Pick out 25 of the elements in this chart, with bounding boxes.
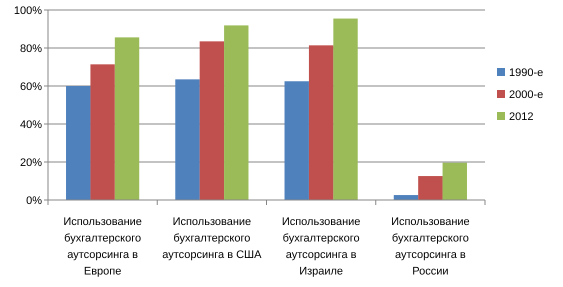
bar bbox=[175, 79, 200, 200]
bar bbox=[200, 41, 224, 200]
bar bbox=[333, 18, 358, 200]
y-tick-label: 100% bbox=[14, 5, 42, 17]
bar bbox=[394, 195, 418, 200]
bar bbox=[90, 64, 115, 200]
legend-label: 2012 bbox=[509, 111, 534, 123]
x-tick-label: Использование бухгалтерского аутсорсинга в США bbox=[162, 216, 262, 261]
legend-label: 2000-е bbox=[509, 89, 544, 101]
legend-label: 1990-е bbox=[509, 67, 544, 79]
x-tick-label: Использование бухгалтерского аутсорсинга в России bbox=[391, 216, 470, 278]
y-tick-label: 0% bbox=[26, 195, 42, 207]
bar bbox=[418, 176, 443, 200]
y-tick-label: 40% bbox=[20, 119, 42, 131]
bar bbox=[66, 86, 90, 200]
bar bbox=[284, 81, 309, 200]
x-tick-label: Использование бухгалтерского аутсорсинга в Израиле bbox=[282, 216, 360, 278]
y-tick-label: 20% bbox=[20, 157, 42, 169]
bar bbox=[442, 162, 467, 200]
bar bbox=[308, 45, 334, 200]
x-tick-label: Использование бухгалтерского аутсорсинга в Европе bbox=[63, 216, 142, 278]
bar bbox=[114, 37, 140, 200]
bar bbox=[224, 25, 248, 200]
y-tick-label: 80% bbox=[20, 43, 42, 55]
y-tick-label: 60% bbox=[20, 81, 42, 93]
